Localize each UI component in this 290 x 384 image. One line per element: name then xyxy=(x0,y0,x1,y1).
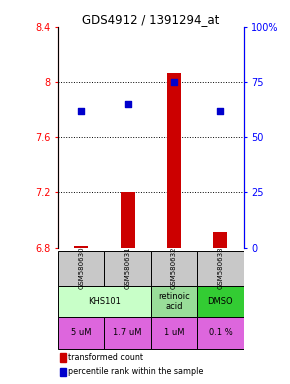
Bar xyxy=(167,73,181,248)
Bar xyxy=(121,192,135,248)
Bar xyxy=(151,251,197,286)
Bar xyxy=(197,317,244,349)
Title: GDS4912 / 1391294_at: GDS4912 / 1391294_at xyxy=(82,13,220,26)
Bar xyxy=(104,317,151,349)
Text: GSM580632: GSM580632 xyxy=(171,247,177,290)
Point xyxy=(79,108,84,114)
Text: percentile rank within the sample: percentile rank within the sample xyxy=(68,367,204,376)
Text: dose: dose xyxy=(0,383,1,384)
Text: DMSO: DMSO xyxy=(208,297,233,306)
Bar xyxy=(197,286,244,317)
Bar xyxy=(197,251,244,286)
Text: 1.7 uM: 1.7 uM xyxy=(113,328,142,338)
Text: transformed count: transformed count xyxy=(68,353,143,362)
Point xyxy=(218,108,223,114)
Point xyxy=(125,101,130,107)
Bar xyxy=(213,232,227,248)
Bar xyxy=(58,317,104,349)
Point xyxy=(172,79,176,85)
Bar xyxy=(74,246,88,248)
Bar xyxy=(104,251,151,286)
Bar xyxy=(58,251,104,286)
Text: GSM580633: GSM580633 xyxy=(218,247,223,290)
Text: retinoic
acid: retinoic acid xyxy=(158,291,190,311)
Bar xyxy=(58,286,151,317)
Text: GSM580631: GSM580631 xyxy=(125,247,130,290)
Bar xyxy=(151,317,197,349)
Text: agent: agent xyxy=(0,383,1,384)
Bar xyxy=(151,286,197,317)
Bar xyxy=(60,353,66,362)
Text: 1 uM: 1 uM xyxy=(164,328,184,338)
Text: 0.1 %: 0.1 % xyxy=(209,328,232,338)
Text: 5 uM: 5 uM xyxy=(71,328,91,338)
Text: GSM580630: GSM580630 xyxy=(78,247,84,290)
Text: KHS101: KHS101 xyxy=(88,297,121,306)
Bar xyxy=(60,367,66,376)
